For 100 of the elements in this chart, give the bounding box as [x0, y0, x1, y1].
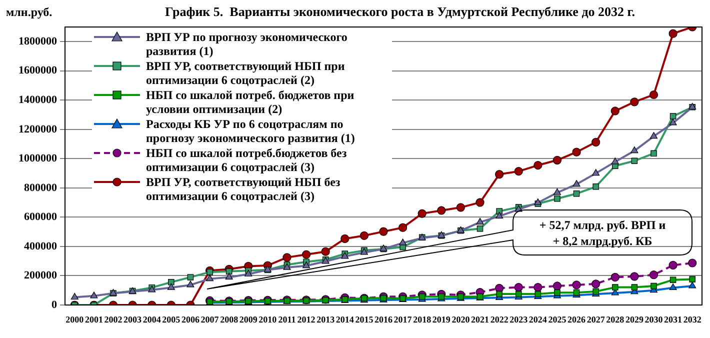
point: [282, 253, 292, 262]
y-tick-label: 1000000: [18, 152, 58, 165]
point: [650, 150, 657, 157]
point: [302, 250, 311, 259]
point: [456, 203, 466, 212]
x-tick-label: 2028: [606, 314, 625, 325]
point: [689, 276, 696, 282]
x-tick-label: 2017: [394, 314, 412, 325]
point: [592, 184, 599, 190]
point: [649, 90, 658, 100]
point: [90, 292, 98, 298]
point: [553, 188, 561, 195]
y-tick-label: 1600000: [18, 64, 58, 77]
y-tick-label: 1400000: [18, 94, 58, 106]
point: [630, 98, 639, 106]
point: [572, 180, 580, 187]
point: [418, 209, 426, 218]
point: [514, 166, 523, 176]
legend-label: НБП со шкалой потреб. бюджетов при условии оптимизации (2): [146, 88, 356, 116]
y-tick-label: 1800000: [18, 35, 58, 48]
point: [437, 206, 446, 215]
point: [688, 258, 697, 268]
point: [650, 282, 657, 290]
x-tick-label: 2018: [413, 314, 432, 325]
point: [70, 292, 78, 300]
point: [496, 212, 504, 218]
point: [630, 146, 638, 154]
point: [515, 290, 522, 298]
point: [552, 156, 562, 164]
point: [592, 280, 600, 288]
y-tick-label: 600000: [24, 211, 58, 224]
y-tick-label: 200000: [24, 270, 58, 282]
point: [168, 279, 174, 286]
x-tick-label: 2006: [181, 314, 200, 325]
x-tick-label: 2005: [162, 314, 181, 325]
point: [669, 118, 677, 126]
point: [534, 160, 542, 170]
point: [206, 274, 214, 282]
x-tick-label: 2032: [683, 314, 702, 325]
x-tick-label: 2004: [142, 314, 162, 325]
point: [476, 198, 484, 207]
x-tick-label: 2031: [664, 314, 683, 325]
y-tick-label: 800000: [24, 182, 58, 194]
point: [496, 290, 502, 298]
x-tick-label: 2003: [124, 314, 142, 325]
y-tick-label: 400000: [24, 240, 58, 252]
point: [668, 260, 678, 270]
point: [225, 272, 233, 280]
point: [398, 223, 408, 232]
legend-label: ВРП УР, соответствующий НБП без оптимизации 6 соцотраслей (3): [146, 175, 342, 203]
point: [592, 138, 600, 146]
point: [226, 268, 232, 274]
point: [187, 274, 194, 280]
x-tick-label: 2009: [239, 314, 258, 325]
x-tick-label: 2029: [625, 314, 644, 325]
x-tick-label: 2026: [568, 314, 586, 325]
point: [573, 190, 580, 197]
y-tick-label: 1200000: [18, 123, 58, 136]
x-tick-label: 2014: [336, 314, 354, 325]
point: [688, 282, 696, 288]
point: [321, 247, 330, 256]
annotation: + 52,7 млрд. руб. ВРП и + 8,2 млрд.руб. КБ: [538, 216, 667, 250]
point: [554, 289, 560, 296]
x-tick-label: 2021: [471, 314, 490, 325]
legend-label: Расходы КБ УР по 6 соцотраслям по прогнозу экономического развития (1): [146, 117, 356, 145]
point: [572, 280, 581, 290]
point: [360, 231, 368, 240]
point: [670, 276, 676, 283]
point: [514, 282, 523, 292]
point: [206, 268, 213, 276]
chart-title: График 5. Варианты экономического роста в Удмуртской Республике до 2032 г.: [164, 4, 636, 20]
point: [631, 284, 638, 290]
point: [572, 148, 581, 156]
point: [495, 170, 504, 179]
point: [610, 272, 620, 282]
x-tick-label: 2020: [452, 314, 470, 325]
point: [476, 225, 484, 232]
x-tick-label: 2013: [316, 314, 336, 325]
legend-label: ВРП УР, соответствующий НБП при оптимизации 6 соцотраслей (2): [146, 59, 346, 87]
x-tick-label: 2001: [84, 314, 104, 325]
point: [552, 282, 562, 290]
point: [476, 218, 484, 224]
point: [611, 158, 619, 164]
y-tick-label: 0: [52, 298, 58, 311]
point: [630, 272, 639, 281]
x-tick-label: 2011: [278, 314, 296, 325]
x-tick-label: 2002: [104, 314, 123, 325]
point: [650, 132, 658, 139]
point: [610, 106, 620, 116]
x-tick-label: 2007: [200, 314, 220, 325]
x-tick-label: 2016: [374, 314, 393, 325]
x-tick-label: 2024: [528, 314, 548, 325]
x-tick-label: 2022: [490, 314, 509, 325]
point: [554, 196, 560, 202]
legend-label: НБП со шкалой потреб.бюджетов без оптимизации 6 соцотраслей (3): [146, 146, 348, 174]
point: [649, 270, 658, 280]
point: [592, 169, 600, 176]
point: [534, 282, 542, 292]
point: [167, 283, 175, 290]
point: [631, 158, 638, 164]
